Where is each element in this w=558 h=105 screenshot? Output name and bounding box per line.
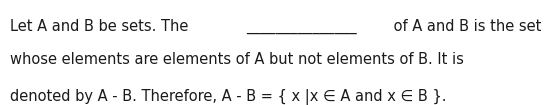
Text: denoted by A - B. Therefore, A - B = { x |x ∈ A and x ∈ B }.: denoted by A - B. Therefore, A - B = { x… bbox=[10, 89, 446, 105]
Text: of A and B is the set: of A and B is the set bbox=[389, 19, 541, 34]
Text: whose elements are elements of A but not elements of B. It is: whose elements are elements of A but not… bbox=[10, 52, 464, 68]
Text: _______________: _______________ bbox=[246, 19, 357, 34]
Text: Let A and B be sets. The: Let A and B be sets. The bbox=[10, 19, 193, 34]
